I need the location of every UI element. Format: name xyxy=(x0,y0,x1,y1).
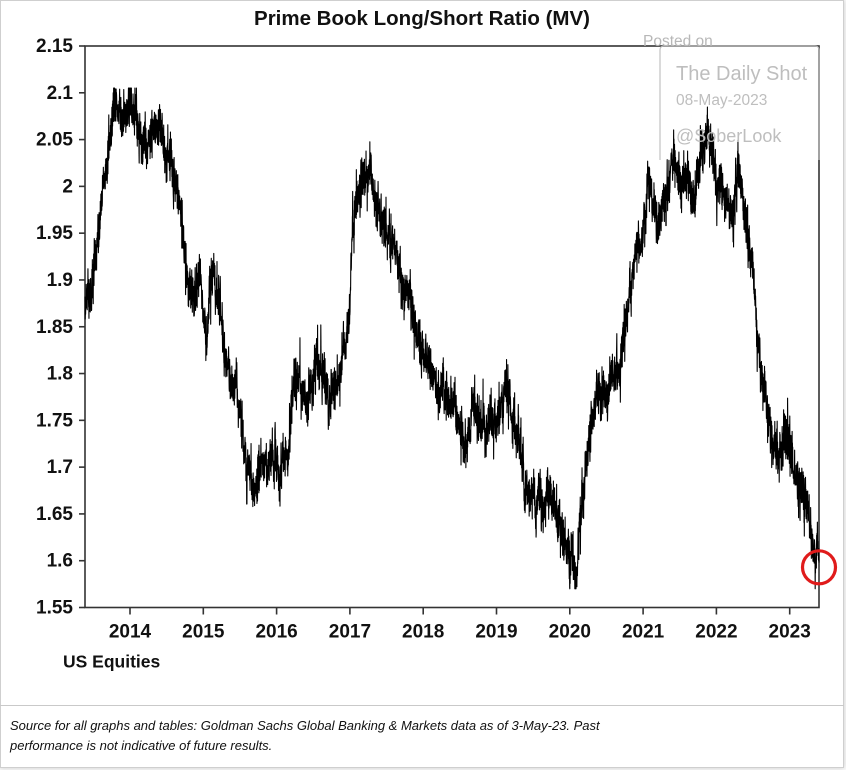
svg-text:2.15: 2.15 xyxy=(36,36,73,57)
svg-text:2016: 2016 xyxy=(255,622,297,643)
svg-text:2: 2 xyxy=(62,176,73,197)
svg-text:2015: 2015 xyxy=(182,622,225,643)
svg-text:1.8: 1.8 xyxy=(47,364,73,385)
svg-text:2021: 2021 xyxy=(622,622,665,643)
svg-text:2019: 2019 xyxy=(475,622,517,643)
svg-text:1.65: 1.65 xyxy=(36,504,73,525)
svg-text:2.1: 2.1 xyxy=(47,83,74,104)
svg-text:2018: 2018 xyxy=(402,622,444,643)
svg-text:2023: 2023 xyxy=(769,622,811,643)
svg-text:08-May-2023: 08-May-2023 xyxy=(676,92,767,109)
svg-text:@SoberLook: @SoberLook xyxy=(676,126,782,146)
svg-text:1.75: 1.75 xyxy=(36,410,73,431)
svg-text:1.95: 1.95 xyxy=(36,223,73,244)
svg-text:1.9: 1.9 xyxy=(47,270,73,291)
svg-text:US Equities: US Equities xyxy=(63,652,161,672)
svg-text:2014: 2014 xyxy=(109,622,152,643)
svg-text:The Daily Shot: The Daily Shot xyxy=(676,63,808,85)
svg-text:2017: 2017 xyxy=(329,622,371,643)
svg-text:1.6: 1.6 xyxy=(47,551,73,572)
svg-text:1.7: 1.7 xyxy=(47,457,73,478)
svg-text:1.85: 1.85 xyxy=(36,317,73,338)
svg-text:Posted on: Posted on xyxy=(643,33,713,50)
svg-text:1.55: 1.55 xyxy=(36,598,73,619)
svg-text:2.05: 2.05 xyxy=(36,130,73,151)
svg-text:2020: 2020 xyxy=(549,622,591,643)
svg-text:2022: 2022 xyxy=(695,622,737,643)
